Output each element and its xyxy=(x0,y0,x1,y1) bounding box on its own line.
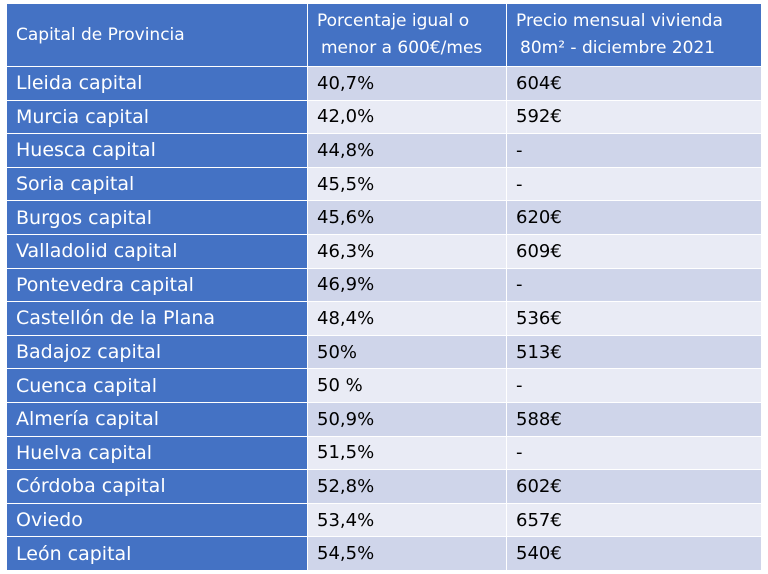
table-row: Cuenca capital 50 % - xyxy=(6,368,762,403)
header-percentage-line2: menor a 600€/mes xyxy=(321,38,483,58)
row-city: Badajoz capital xyxy=(6,334,308,370)
row-city: Oviedo xyxy=(6,502,308,538)
row-percentage: 45,6% xyxy=(307,200,507,235)
table-row: Córdoba capital 52,8% 602€ xyxy=(6,469,762,504)
header-city: Capital de Provincia xyxy=(6,3,308,67)
row-price: 588€ xyxy=(506,401,762,437)
table-header: Capital de Provincia Porcentaje igual o … xyxy=(6,3,762,67)
table-body: Lleida capital 40,7% 604€ Murcia capital 42,… xyxy=(6,66,762,571)
table-row: Castellón de la Plana 48,4% 536€ xyxy=(6,301,762,336)
row-price: - xyxy=(506,267,762,303)
row-percentage: 48,4% xyxy=(307,301,507,336)
row-price: 602€ xyxy=(506,469,762,504)
table-row: Huelva capital 51,5% - xyxy=(6,435,762,471)
row-city: Pontevedra capital xyxy=(6,267,308,303)
row-city: Huelva capital xyxy=(6,435,308,471)
row-price: - xyxy=(506,368,762,403)
table-row: Murcia capital 42,0% 592€ xyxy=(6,99,762,135)
table-row: Burgos capital 45,6% 620€ xyxy=(6,200,762,235)
row-city: Burgos capital xyxy=(6,200,308,235)
row-price: 604€ xyxy=(506,66,762,101)
row-price: 536€ xyxy=(506,301,762,336)
row-price: 592€ xyxy=(506,99,762,135)
header-price: Precio mensual vivienda 80m² - diciembre… xyxy=(506,3,762,67)
table-row: Huesca capital 44,8% - xyxy=(6,133,762,168)
table-row: Almería capital 50,9% 588€ xyxy=(6,401,762,437)
header-row: Capital de Provincia Porcentaje igual o … xyxy=(6,3,762,67)
row-price: 513€ xyxy=(506,334,762,370)
row-price: - xyxy=(506,166,762,202)
row-percentage: 52,8% xyxy=(307,469,507,504)
header-percentage: Porcentaje igual o menor a 600€/mes xyxy=(307,3,507,67)
row-percentage: 46,3% xyxy=(307,233,507,269)
row-city: Cuenca capital xyxy=(6,368,308,403)
row-percentage: 50 % xyxy=(307,368,507,403)
table-row: Soria capital 45,5% - xyxy=(6,166,762,202)
row-city: Valladolid capital xyxy=(6,233,308,269)
header-price-line2: 80m² - diciembre 2021 xyxy=(520,38,716,58)
row-percentage: 40,7% xyxy=(307,66,507,101)
header-city-label: Capital de Provincia xyxy=(16,24,185,45)
row-percentage: 45,5% xyxy=(307,166,507,202)
row-city: Castellón de la Plana xyxy=(6,301,308,336)
row-price: 540€ xyxy=(506,536,762,571)
table-row: León capital 54,5% 540€ xyxy=(6,536,762,571)
row-price: 620€ xyxy=(506,200,762,235)
row-percentage: 44,8% xyxy=(307,133,507,168)
table-row: Oviedo 53,4% 657€ xyxy=(6,502,762,538)
row-percentage: 54,5% xyxy=(307,536,507,571)
header-price-line1: Precio mensual vivienda xyxy=(516,11,723,31)
rent-table: Capital de Provincia Porcentaje igual o … xyxy=(6,3,762,571)
row-price: 609€ xyxy=(506,233,762,269)
row-percentage: 46,9% xyxy=(307,267,507,303)
row-city: Huesca capital xyxy=(6,133,308,168)
table-row: Pontevedra capital 46,9% - xyxy=(6,267,762,303)
row-percentage: 50% xyxy=(307,334,507,370)
row-percentage: 51,5% xyxy=(307,435,507,471)
row-percentage: 53,4% xyxy=(307,502,507,538)
row-city: Soria capital xyxy=(6,166,308,202)
row-city: León capital xyxy=(6,536,308,571)
row-city: Córdoba capital xyxy=(6,469,308,504)
table-row: Badajoz capital 50% 513€ xyxy=(6,334,762,370)
row-price: 657€ xyxy=(506,502,762,538)
row-percentage: 42,0% xyxy=(307,99,507,135)
row-percentage: 50,9% xyxy=(307,401,507,437)
row-city: Murcia capital xyxy=(6,99,308,135)
row-price: - xyxy=(506,133,762,168)
row-city: Lleida capital xyxy=(6,66,308,101)
table-row: Valladolid capital 46,3% 609€ xyxy=(6,233,762,269)
row-city: Almería capital xyxy=(6,401,308,437)
table-row: Lleida capital 40,7% 604€ xyxy=(6,66,762,101)
row-price: - xyxy=(506,435,762,471)
header-percentage-line1: Porcentaje igual o xyxy=(317,11,470,31)
